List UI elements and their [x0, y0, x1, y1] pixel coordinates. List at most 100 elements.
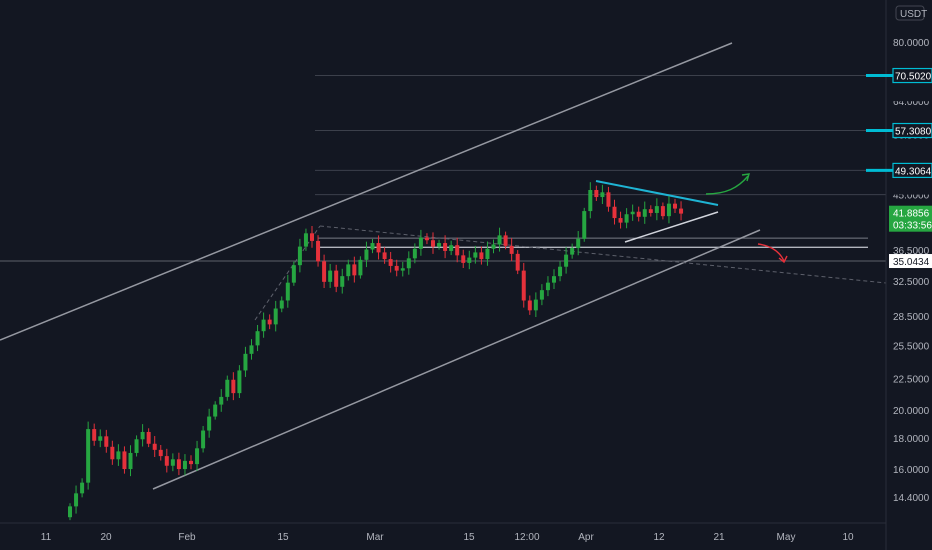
- candle-body: [201, 430, 206, 449]
- candle-body: [273, 308, 278, 325]
- candle: [570, 243, 575, 259]
- candle-body: [654, 206, 659, 213]
- candle-body: [461, 255, 466, 263]
- candle-body: [358, 259, 363, 276]
- candle-body: [431, 240, 435, 247]
- candle: [122, 446, 127, 474]
- candle: [170, 453, 175, 472]
- triangle-upper-line: [595, 180, 719, 206]
- candle-body: [491, 244, 496, 249]
- candle: [545, 276, 550, 297]
- candle-body: [636, 211, 641, 217]
- candle: [558, 261, 563, 282]
- price-level-badge[interactable]: [892, 162, 932, 179]
- candle-body: [503, 235, 508, 246]
- time-tick-label: 15: [277, 532, 289, 543]
- candle: [104, 429, 109, 453]
- candle: [140, 424, 145, 447]
- candle-body: [297, 246, 302, 266]
- candle-body: [660, 206, 665, 217]
- candle: [110, 440, 115, 465]
- candle: [648, 205, 653, 217]
- candle-body: [376, 243, 381, 253]
- candle-body: [449, 245, 454, 251]
- candle: [92, 423, 97, 446]
- channel-upper-line: [0, 42, 733, 341]
- candle: [370, 239, 375, 254]
- price-tick-label: 16.0000: [893, 465, 930, 476]
- candle: [346, 259, 351, 281]
- candle: [388, 251, 393, 273]
- trendline-drawings: [0, 42, 887, 490]
- candle: [424, 233, 429, 245]
- candle-body: [225, 379, 230, 397]
- candle-body: [394, 265, 399, 271]
- candle: [449, 240, 454, 256]
- candle-body: [249, 345, 254, 354]
- crosshair-price-value: 35.0434: [893, 257, 930, 268]
- candle-body: [346, 264, 351, 277]
- candle-body: [630, 211, 635, 215]
- candle-body: [648, 209, 653, 213]
- candles: [68, 182, 684, 521]
- price-level-badge[interactable]: [892, 67, 932, 84]
- candle: [128, 445, 133, 477]
- price-tick-label: 25.5000: [893, 341, 930, 352]
- candle-body: [443, 243, 448, 251]
- candle-body: [564, 254, 569, 267]
- price-tick-label: 22.5000: [893, 375, 930, 386]
- candle-body: [219, 396, 224, 405]
- candle-body: [352, 264, 357, 276]
- candle: [297, 238, 302, 273]
- time-tick-label: 15: [463, 532, 475, 543]
- candle-body: [412, 248, 417, 259]
- candle-body: [104, 436, 109, 447]
- candle: [666, 195, 671, 224]
- candle: [418, 229, 423, 256]
- candle-body: [545, 282, 550, 291]
- candle: [437, 239, 442, 250]
- price-level-badge[interactable]: [892, 122, 932, 139]
- candle-body: [195, 448, 200, 465]
- currency-label-box[interactable]: [895, 5, 925, 21]
- price-tick-label: 36.5000: [893, 246, 930, 257]
- time-tick-label: Feb: [178, 532, 196, 543]
- candle: [231, 372, 236, 401]
- candle: [624, 208, 629, 229]
- price-level-value: 49.3064: [895, 166, 932, 177]
- candle: [316, 235, 321, 267]
- time-axis[interactable]: 11 20 Feb 15 Mar 15 12:00 Apr 12 21 May 10: [0, 522, 886, 543]
- candle: [68, 503, 72, 521]
- candle-body: [322, 261, 327, 282]
- price-tick-label: 64.0000: [893, 97, 930, 108]
- candle: [515, 250, 520, 275]
- candle-body: [267, 319, 272, 325]
- candle-body: [479, 252, 484, 260]
- candle: [267, 314, 272, 330]
- candle: [364, 241, 369, 268]
- candle-body: [612, 206, 617, 219]
- candle: [219, 389, 224, 412]
- candle-body: [533, 299, 538, 311]
- candle-body: [316, 240, 321, 262]
- candle-body: [164, 456, 169, 466]
- candle: [291, 261, 296, 286]
- candle: [673, 198, 677, 213]
- candle: [455, 237, 460, 263]
- candle: [642, 201, 647, 224]
- candle: [358, 256, 363, 279]
- candle: [618, 211, 623, 229]
- current-price-badge[interactable]: [889, 205, 932, 232]
- candle-body: [334, 270, 339, 287]
- candle-body: [74, 493, 79, 507]
- candle: [382, 247, 387, 264]
- candle-body: [189, 460, 193, 465]
- candle: [352, 256, 357, 283]
- candle: [491, 239, 496, 254]
- candle-body: [243, 353, 248, 371]
- candle: [195, 440, 200, 471]
- candle-body: [146, 431, 151, 444]
- candle: [479, 246, 484, 265]
